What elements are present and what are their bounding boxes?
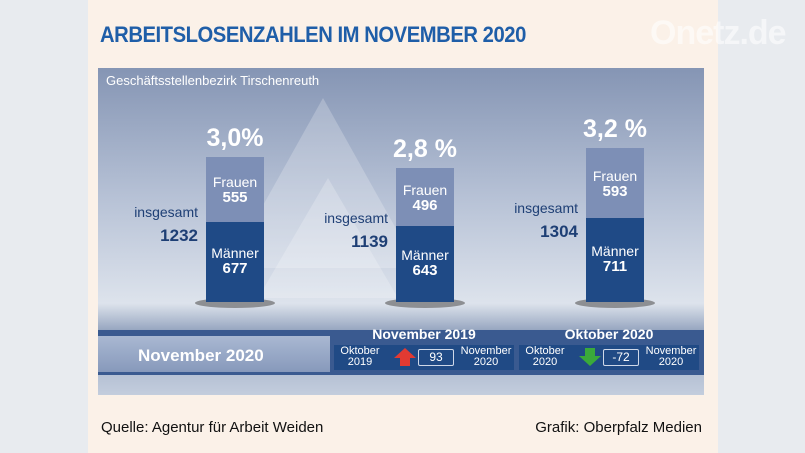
- comparison-panel: Oktober 2020 Oktober 2020 -72 November 202…: [519, 320, 699, 370]
- bar-maenner: Männer 643: [396, 226, 454, 302]
- bar-maenner: Männer 711: [586, 218, 644, 302]
- bar-maenner: Männer 677: [206, 222, 264, 302]
- comparison-from: Oktober 2020: [525, 345, 565, 368]
- source-note: Quelle: Agentur für Arbeit Weiden: [101, 419, 324, 436]
- total-label: insgesamt: [324, 209, 388, 226]
- frauen-value: 496: [412, 196, 438, 214]
- arrow-up-icon: [394, 348, 416, 371]
- column-base: [575, 298, 655, 308]
- frauen-label: Frauen: [212, 174, 258, 191]
- comparison-panel: November 2019 Oktober 2019 93 November 202…: [334, 320, 514, 370]
- column-base: [385, 298, 465, 308]
- arrow-down-icon: [579, 348, 601, 371]
- maenner-value: 711: [602, 258, 628, 276]
- total-value: 1304: [540, 222, 578, 242]
- bar-frauen: Frauen 555: [206, 156, 264, 223]
- percent-label: 3,2 %: [583, 115, 647, 144]
- background-triangle: [258, 178, 398, 298]
- page-title: ARBEITSLOSENZAHLEN IM NOVEMBER 2020: [100, 22, 526, 47]
- maenner-value: 677: [222, 260, 248, 278]
- maenner-label: Männer: [591, 243, 639, 260]
- watermark-logo: Onetz.de: [650, 14, 787, 52]
- chart-subtitle: Geschäftsstellenbezirk Tirschenreuth: [106, 73, 320, 88]
- percent-label: 3,0%: [206, 123, 264, 152]
- credit-note: Grafik: Oberpfalz Medien: [535, 419, 702, 436]
- maenner-label: Männer: [401, 247, 449, 264]
- current-period-box: [98, 336, 330, 372]
- total-value: 1232: [160, 226, 198, 246]
- maenner-label: Männer: [211, 245, 259, 262]
- percent-label: 2,8 %: [393, 134, 457, 163]
- comparison-box: Oktober 2019 93 November 2020: [334, 345, 514, 370]
- frauen-label: Frauen: [402, 181, 448, 198]
- maenner-value: 643: [412, 262, 438, 280]
- total-value: 1139: [351, 231, 388, 251]
- comparison-title: Oktober 2020: [564, 326, 654, 342]
- total-label: insgesamt: [134, 204, 198, 221]
- stacked-column: Frauen 555 Männer 677: [206, 156, 264, 302]
- column-base: [195, 298, 275, 308]
- comparison-value: -72: [603, 349, 639, 366]
- comparison-to: November 2020: [460, 345, 512, 368]
- chart-area: Geschäftsstellenbezirk Tirschenreuth Fra…: [98, 68, 704, 395]
- comparison-to: November 2020: [645, 345, 697, 368]
- frauen-value: 555: [222, 189, 248, 207]
- comparison-box: Oktober 2020 -72 November 2020: [519, 345, 699, 370]
- bar-frauen: Frauen 496: [396, 167, 454, 227]
- frauen-label: Frauen: [592, 168, 638, 185]
- frauen-value: 593: [602, 183, 628, 201]
- stacked-column: Frauen 496 Männer 643: [396, 167, 454, 302]
- bar-frauen: Frauen 593: [586, 148, 644, 219]
- comparison-from: Oktober 2019: [340, 345, 380, 368]
- comparison-value: 93: [418, 349, 454, 366]
- total-label: insgesamt: [514, 200, 578, 217]
- comparison-title: November 2019: [372, 326, 476, 342]
- current-period-label: November 2020: [138, 346, 264, 365]
- stacked-column: Frauen 593 Männer 711: [586, 148, 644, 302]
